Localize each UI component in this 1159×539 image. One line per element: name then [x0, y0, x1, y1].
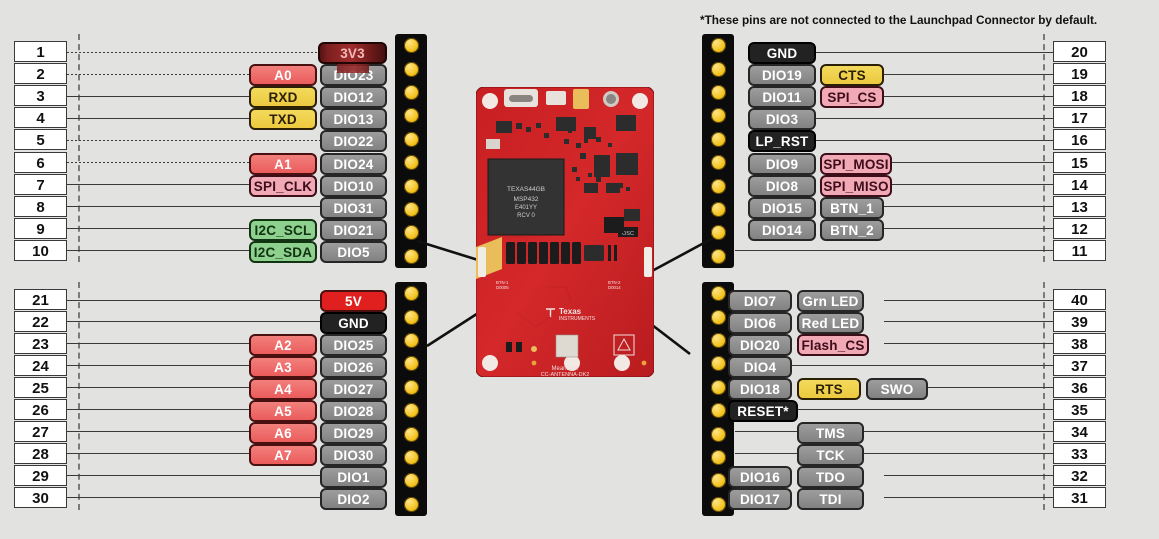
svg-text:TEXAS44GB: TEXAS44GB	[507, 186, 545, 193]
svg-text:D0014: D0014	[608, 285, 621, 290]
svg-text:CC-ANTENNA-DK2: CC-ANTENNA-DK2	[541, 372, 590, 377]
svg-text:MSP432: MSP432	[514, 196, 539, 203]
svg-text:Texas: Texas	[559, 307, 582, 316]
svg-text:E401YY: E401YY	[515, 205, 537, 211]
svg-text:D0005: D0005	[496, 285, 509, 290]
svg-text:RCV 0: RCV 0	[517, 213, 535, 219]
svg-text:INSTRUMENTS: INSTRUMENTS	[559, 316, 596, 322]
